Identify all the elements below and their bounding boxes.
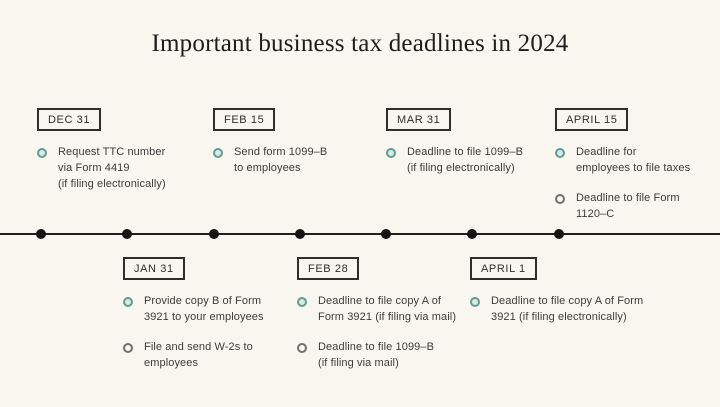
deadline-item: Deadline to file 1099–B (if filing elect… [386, 145, 546, 177]
teal-bullet-icon [213, 148, 223, 158]
page-title: Important business tax deadlines in 2024 [151, 30, 569, 57]
timeline-column-feb-15: FEB 15 Send form 1099–B to employees [213, 108, 363, 177]
timeline-column-april-1: APRIL 1 Deadline to file copy A of Form … [470, 257, 662, 326]
deadline-item: Deadline to file 1099–B (if filing via m… [297, 340, 479, 372]
deadline-text: File and send W-2s to employees [144, 340, 253, 369]
hollow-bullet-icon [555, 193, 565, 204]
timeline-column-april-15: APRIL 15 Deadline for employees to file … [555, 108, 715, 223]
deadline-text: Deadline to file Form 1120–C [576, 191, 680, 220]
teal-bullet-icon [297, 297, 307, 307]
deadline-item: Deadline for employees to file taxes [555, 145, 715, 177]
deadline-text: Send form 1099–B to employees [234, 146, 328, 174]
timeline-dot [209, 229, 219, 239]
deadline-item: Request TTC number via Form 4419 (if fil… [37, 145, 187, 193]
deadline-text: Deadline to file copy A of Form 3921 (if… [318, 295, 457, 323]
deadline-text: Request TTC number via Form 4419 (if fil… [58, 146, 166, 190]
timeline-dot [467, 229, 477, 239]
deadline-item: Deadline to file copy A of Form 3921 (if… [470, 294, 662, 326]
date-box: APRIL 15 [555, 108, 629, 131]
deadline-item: Send form 1099–B to employees [213, 145, 363, 177]
deadline-text: Deadline to file 1099–B (if filing elect… [407, 146, 524, 174]
timeline-column-feb-28: FEB 28 Deadline to file copy A of Form 3… [297, 257, 479, 372]
deadline-item: Deadline to file copy A of Form 3921 (if… [297, 294, 479, 326]
teal-bullet-icon [123, 297, 133, 307]
deadline-text: Deadline for employees to file taxes [576, 146, 691, 174]
timeline-column-dec-31: DEC 31 Request TTC number via Form 4419 … [37, 108, 187, 193]
timeline-dot [381, 229, 391, 239]
teal-bullet-icon [470, 297, 480, 307]
date-box: FEB 28 [297, 257, 360, 280]
timeline-dot [122, 229, 132, 239]
deadline-item: Provide copy B of Form 3921 to your empl… [123, 294, 295, 326]
deadline-item: File and send W-2s to employees [123, 340, 295, 372]
timeline-column-mar-31: MAR 31 Deadline to file 1099–B (if filin… [386, 108, 546, 177]
timeline-dot [554, 229, 564, 239]
timeline-line [0, 233, 720, 235]
hollow-bullet-icon [297, 342, 307, 353]
date-box: MAR 31 [386, 108, 452, 131]
date-box: DEC 31 [37, 108, 102, 131]
date-box: APRIL 1 [470, 257, 537, 280]
deadline-item: Deadline to file Form 1120–C [555, 191, 715, 223]
teal-bullet-icon [555, 148, 565, 158]
deadline-text: Deadline to file 1099–B (if filing via m… [318, 340, 435, 369]
date-box: JAN 31 [123, 257, 185, 280]
deadline-text: Deadline to file copy A of Form 3921 (if… [491, 295, 644, 323]
timeline-dot [295, 229, 305, 239]
timeline-column-jan-31: JAN 31 Provide copy B of Form 3921 to yo… [123, 257, 295, 372]
date-box: FEB 15 [213, 108, 276, 131]
deadline-text: Provide copy B of Form 3921 to your empl… [144, 295, 264, 323]
teal-bullet-icon [386, 148, 396, 158]
timeline-dot [36, 229, 46, 239]
teal-bullet-icon [37, 148, 47, 158]
hollow-bullet-icon [123, 342, 133, 353]
